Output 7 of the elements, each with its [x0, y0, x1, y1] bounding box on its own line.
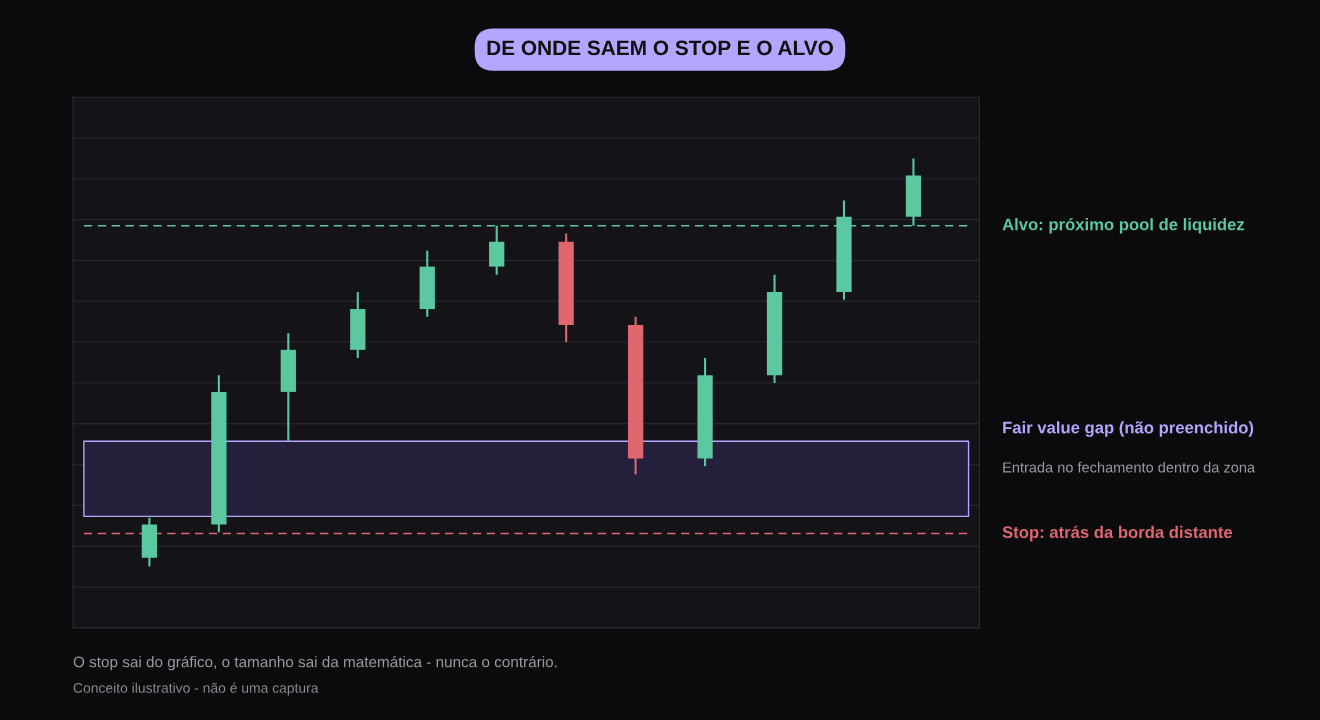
band-label: Fair value gap (não preenchido) — [1003, 421, 1254, 437]
text: Entrada no fechamento dentro da zona — [1003, 461, 1256, 473]
text: Conceito ilustrativo - não é uma captura — [73, 682, 319, 696]
ref-line-label: Alvo: próximo pool de liquidez — [1002, 217, 1245, 234]
ref-line-label: Stop: atrás da borda distante — [1002, 525, 1233, 542]
text: O stop sai do gráfico, o tamanho sai da matemática - nunca o contrário. — [73, 655, 557, 671]
chart-title: DE ONDE SAEM O STOP E O ALVO — [487, 40, 833, 56]
